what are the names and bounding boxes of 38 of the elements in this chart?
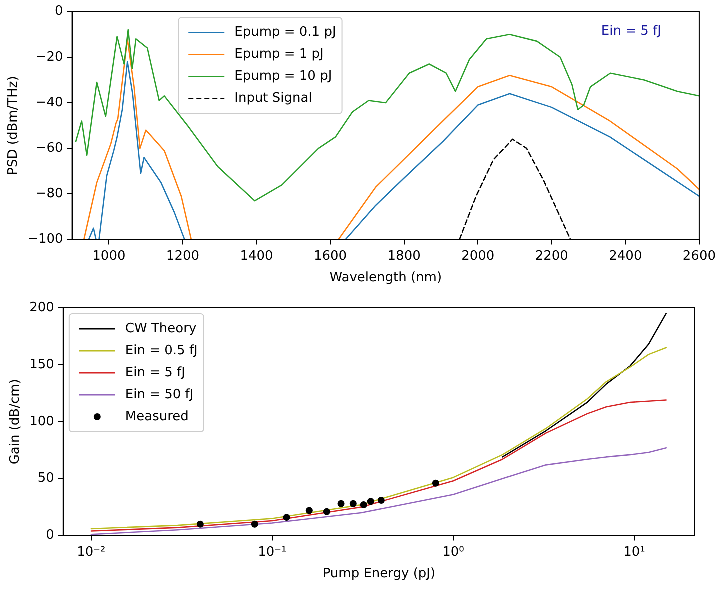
x-tick-label: 1400 [240, 248, 274, 264]
y-tick-label: −60 [36, 140, 64, 156]
legend-label: Ein = 5 fJ [125, 365, 186, 380]
y-tick-label: −20 [36, 50, 64, 65]
y-tick-label: −80 [36, 186, 64, 202]
x-tick-label: 2000 [462, 248, 495, 264]
y-axis-title: Gain (dB/cm) [8, 379, 24, 465]
x-tick-label: 1000 [92, 248, 126, 264]
legend-label: Epump = 10 pJ [234, 69, 332, 84]
legend-label: Measured [125, 409, 189, 424]
y-tick-label: 100 [30, 414, 54, 430]
y-tick-label: 0 [55, 4, 64, 20]
y-tick-label: 200 [30, 300, 54, 316]
y-tick-label: 50 [38, 471, 54, 486]
x-tick-label: 2200 [535, 248, 568, 264]
x-tick-label: 1600 [314, 248, 348, 264]
x-tick-label: 2400 [609, 248, 642, 264]
y-tick-label: −40 [36, 95, 64, 110]
legend-label: Ein = 50 fJ [125, 387, 194, 402]
legend-label: Ein = 0.5 fJ [125, 343, 198, 358]
x-axis-title: Pump Energy (pJ) [322, 566, 436, 582]
x-axis-title: Wavelength (nm) [330, 270, 442, 286]
y-tick-label: −100 [28, 232, 64, 248]
x-tick-label: 10⁻² [77, 544, 106, 560]
y-tick-label: 0 [46, 528, 54, 544]
y-tick-label: 150 [30, 357, 54, 372]
x-tick-label: 2600 [682, 248, 716, 264]
legend-label: Epump = 0.1 pJ [234, 25, 336, 40]
x-tick-label: 10¹ [624, 544, 646, 560]
x-tick-label: 1200 [166, 248, 200, 264]
y-axis-title: PSD (dBm/THz) [6, 76, 22, 176]
x-tick-label: 10⁻¹ [258, 544, 287, 560]
legend-label: Input Signal [234, 91, 312, 106]
x-tick-label: 10⁰ [442, 544, 464, 560]
x-tick-label: 1800 [388, 248, 421, 264]
legend-label: Epump = 1 pJ [234, 47, 324, 62]
legend-label: CW Theory [125, 321, 197, 336]
annotation: Ein = 5 fJ [601, 24, 662, 40]
